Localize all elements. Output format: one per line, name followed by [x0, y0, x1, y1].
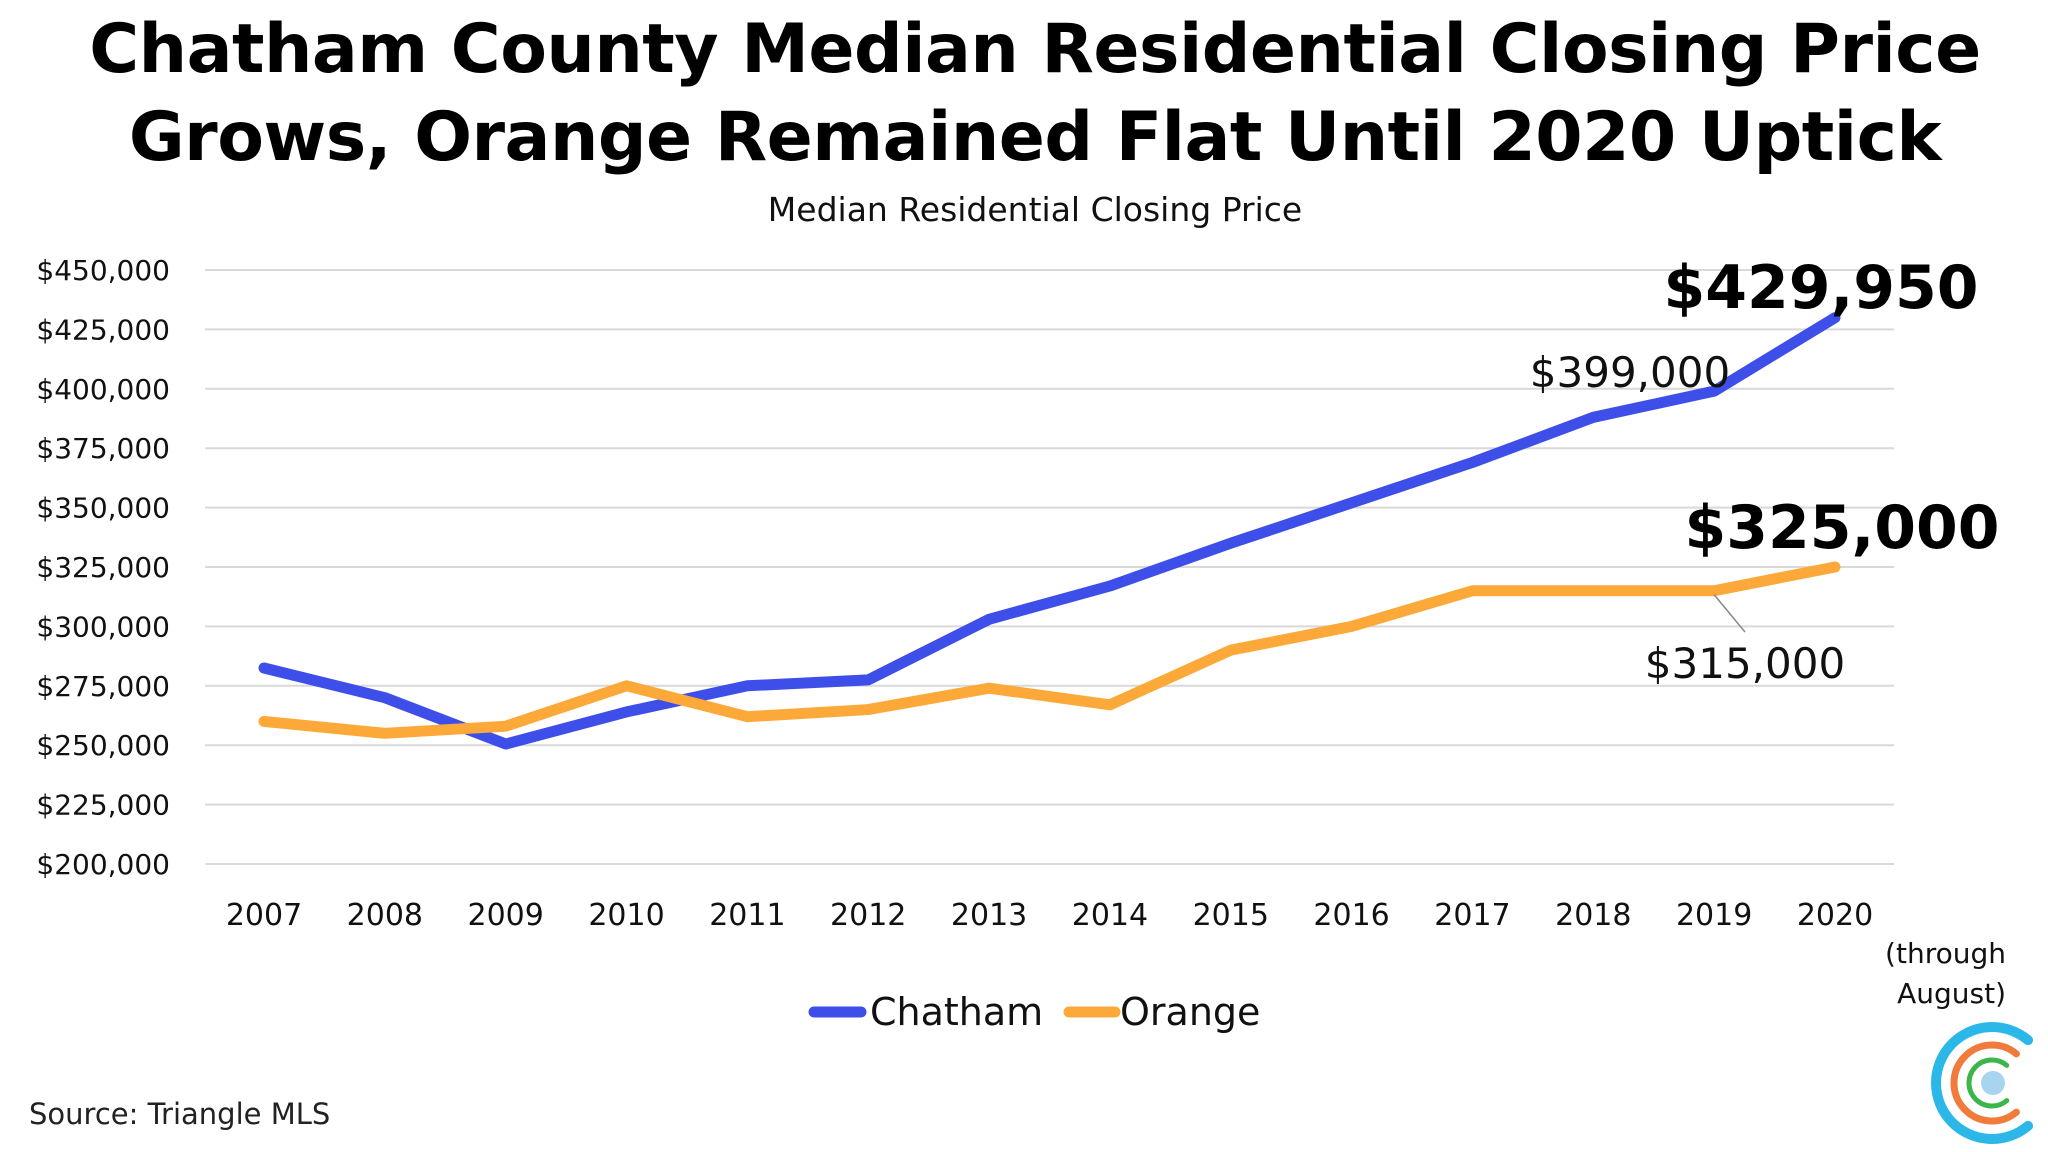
x-tick-label: 2012	[830, 898, 906, 933]
x-tick-label: 2015	[1193, 898, 1269, 933]
y-tick-label: $200,000	[36, 848, 170, 881]
legend-label-orange: Orange	[1120, 990, 1260, 1034]
annotation-leader-line	[1713, 594, 1746, 633]
chart-title-line2: Grows, Orange Remained Flat Until 2020 U…	[128, 98, 1942, 177]
annotation-chatham-2020: $429,950	[1663, 253, 1978, 323]
x-tick-label: 2019	[1676, 898, 1752, 933]
x-tick-label: 2011	[709, 898, 785, 933]
x-tick-label: 2014	[1072, 898, 1148, 933]
series-line-orange	[258, 561, 1841, 739]
x-tick-label: 2018	[1555, 898, 1631, 933]
x-tick-label: 2017	[1434, 898, 1510, 933]
y-tick-label: $250,000	[36, 729, 170, 762]
source-note: Source: Triangle MLS	[29, 1097, 331, 1131]
y-tick-label: $275,000	[36, 670, 170, 703]
y-tick-label: $225,000	[36, 789, 170, 822]
chart-title-line1: Chatham County Median Residential Closin…	[89, 10, 1981, 89]
annotation-orange-2020: $325,000	[1684, 493, 1999, 563]
x-tick-label: 2009	[468, 898, 544, 933]
chart-subtitle: Median Residential Closing Price	[767, 190, 1303, 229]
y-tick-label: $450,000	[36, 254, 170, 287]
y-tick-label: $300,000	[36, 610, 170, 643]
y-tick-label: $350,000	[36, 492, 170, 525]
x-tick-label: 2016	[1313, 898, 1389, 933]
x-tick-label: 2010	[588, 898, 664, 933]
annotation-orange-2019: $315,000	[1645, 639, 1845, 688]
x-tick-label: 2007	[226, 898, 302, 933]
y-tick-label: $425,000	[36, 313, 170, 346]
y-tick-label: $375,000	[36, 432, 170, 465]
series-line-chatham	[258, 312, 1841, 750]
y-tick-label: $325,000	[36, 551, 170, 584]
x-tick-label: 2008	[347, 898, 423, 933]
annotation-chatham-2019: $399,000	[1530, 348, 1730, 397]
legend-label-chatham: Chatham	[870, 990, 1043, 1034]
y-tick-label: $400,000	[36, 373, 170, 406]
x-tick-label: 2020	[1797, 898, 1873, 933]
x-axis-note: (through August)	[1885, 937, 2006, 1010]
x-tick-label: 2013	[951, 898, 1027, 933]
